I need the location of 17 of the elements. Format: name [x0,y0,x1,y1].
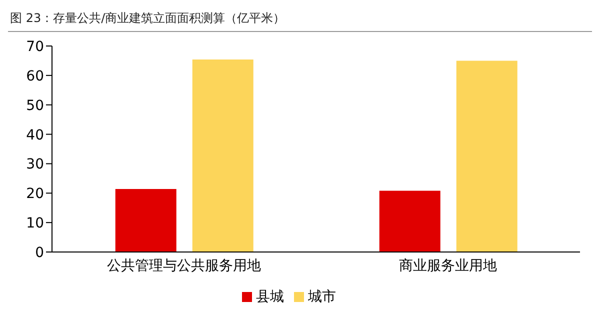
y-tick-label: 30 [26,156,44,173]
y-tick-label: 10 [26,216,44,232]
y-tick-label: 40 [26,127,44,144]
bar [456,60,518,252]
y-tick-label: 70 [26,38,44,55]
chart-title: 图 23：存量公共/商业建筑立面面积测算（亿平米） [8,8,592,32]
x-tick-label: 商业服务业用地 [399,258,497,274]
y-tick-label: 60 [26,68,44,84]
legend-label: 县城 [256,289,284,305]
x-tick-label: 公共管理与公共服务用地 [107,258,261,274]
bar [379,190,440,252]
y-tick-label: 0 [35,244,44,261]
bar [115,189,176,252]
y-tick-label: 20 [26,186,44,202]
y-tick-label: 50 [26,98,44,114]
legend-label: 城市 [308,289,336,305]
bar [192,60,254,252]
